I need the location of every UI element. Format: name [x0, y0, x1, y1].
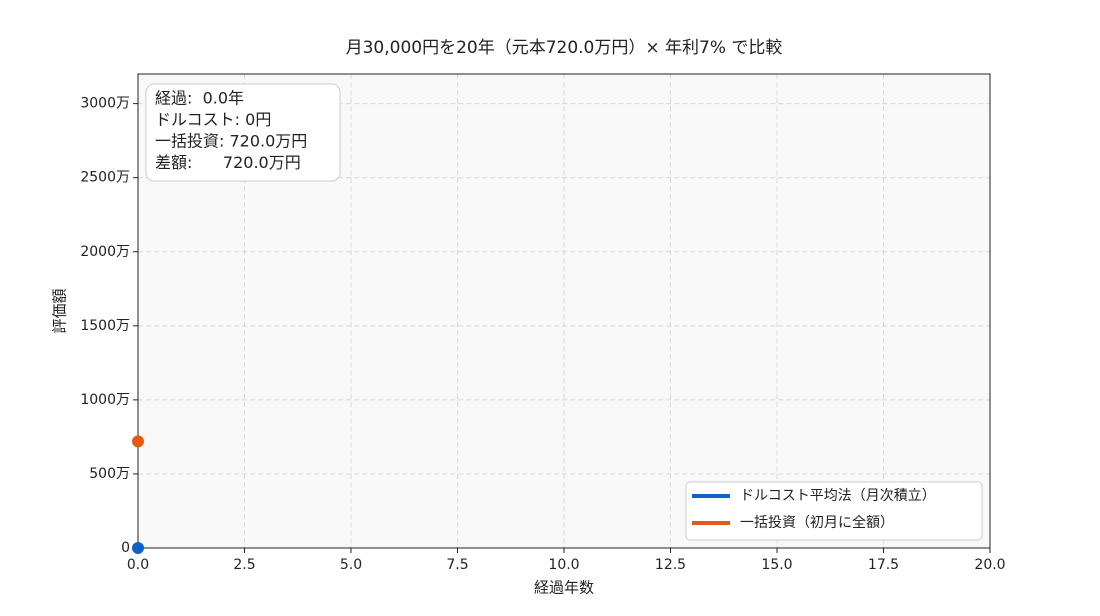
series-marker [132, 542, 144, 554]
x-tick-label: 2.5 [233, 557, 255, 573]
x-axis-label: 経過年数 [534, 579, 594, 597]
x-tick-label: 7.5 [446, 557, 468, 573]
annotation-line: 一括投資: 720.0万円 [155, 132, 307, 151]
x-tick-label: 10.0 [548, 557, 579, 573]
y-tick-label: 500万 [89, 466, 130, 482]
x-tick-label: 5.0 [340, 557, 362, 573]
annotation-line: 経過: 0.0年 [155, 89, 244, 108]
x-tick-label: 17.5 [868, 557, 899, 573]
legend-box [685, 481, 983, 541]
x-tick-label: 12.5 [655, 557, 686, 573]
y-tick-label: 3000万 [80, 96, 130, 112]
y-tick-label: 2000万 [80, 244, 130, 260]
y-tick-label: 1000万 [80, 392, 130, 408]
y-axis-label: 評価額 [51, 288, 69, 333]
legend-label: ドルコスト平均法（月次積立） [740, 488, 936, 504]
chart-title: 月30,000円を20年（元本720.0万円）× 年利7% で比較 [346, 38, 783, 58]
y-tick-label: 1500万 [80, 318, 130, 334]
x-tick-label: 0.0 [127, 557, 149, 573]
annotation-box [145, 83, 341, 182]
annotation-line: 差額: 720.0万円 [155, 153, 301, 172]
x-tick-label: 20.0 [974, 557, 1005, 573]
legend-label: 一括投資（初月に全額） [740, 514, 894, 531]
x-tick-label: 15.0 [761, 557, 792, 573]
y-tick-label: 0 [121, 540, 130, 556]
y-tick-label: 2500万 [80, 170, 130, 186]
annotation-line: ドルコスト: 0円 [155, 110, 271, 129]
series-marker [132, 435, 144, 448]
